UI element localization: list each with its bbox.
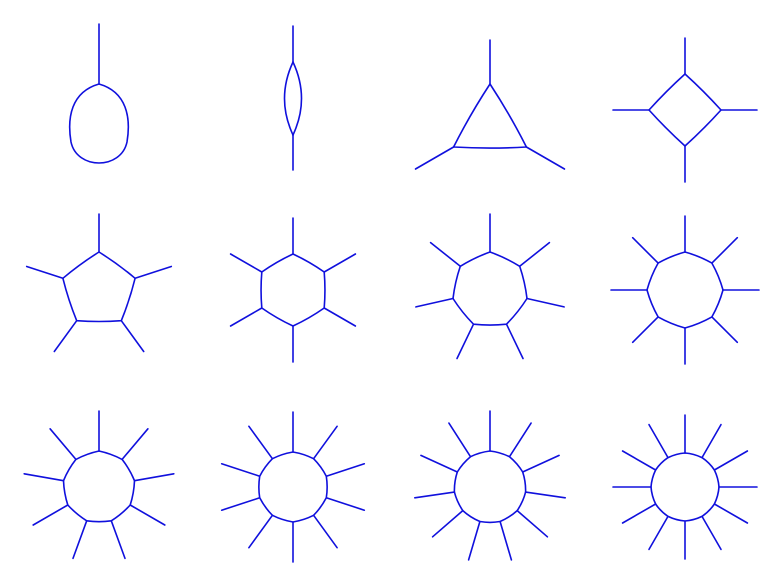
loop-propagator — [452, 251, 528, 326]
external-leg — [521, 454, 560, 473]
external-leg — [525, 146, 566, 170]
diagram-1-leg — [68, 23, 130, 164]
loop-propagator — [62, 251, 136, 323]
external-leg — [72, 519, 88, 560]
loop-propagator — [283, 61, 294, 136]
external-leg — [701, 515, 722, 551]
external-leg — [415, 297, 454, 308]
diagram-5-leg — [25, 213, 173, 353]
diagram-6-leg — [229, 217, 357, 363]
external-leg — [431, 509, 464, 538]
external-leg — [134, 265, 173, 280]
external-leg — [32, 504, 69, 526]
external-leg — [429, 241, 462, 268]
external-leg — [420, 454, 459, 473]
external-leg — [526, 297, 565, 308]
external-leg — [648, 423, 669, 459]
loop-propagator — [292, 61, 303, 136]
external-leg — [467, 520, 481, 561]
external-leg — [325, 496, 366, 512]
external-leg — [448, 422, 472, 458]
external-leg — [456, 323, 475, 360]
loop-propagator — [260, 253, 326, 327]
external-leg — [110, 519, 126, 560]
external-leg — [133, 472, 175, 482]
diagram-7-leg — [415, 213, 565, 360]
diagram-2-leg — [283, 25, 303, 171]
loop-propagator — [452, 83, 528, 149]
external-leg — [631, 316, 659, 344]
external-leg — [248, 425, 274, 460]
external-leg — [220, 496, 261, 512]
diagram-8-leg — [610, 215, 760, 365]
external-leg — [711, 316, 739, 344]
external-leg — [323, 253, 357, 273]
external-leg — [505, 323, 524, 360]
diagram-12-leg — [612, 414, 758, 560]
loop-propagator — [258, 451, 328, 523]
loop-propagator — [62, 450, 136, 523]
external-leg — [713, 450, 749, 471]
loop-propagator — [648, 73, 722, 147]
diagram-11-leg — [413, 410, 567, 561]
external-leg — [621, 450, 657, 471]
loop-propagator — [650, 452, 720, 522]
external-leg — [229, 307, 263, 327]
external-leg — [524, 491, 567, 499]
external-leg — [711, 236, 739, 264]
external-leg — [414, 146, 455, 170]
external-leg — [121, 427, 149, 461]
external-leg — [631, 236, 659, 264]
diagram-4-leg — [612, 37, 758, 183]
external-leg — [323, 307, 357, 327]
external-leg — [312, 514, 338, 549]
external-leg — [49, 427, 77, 461]
external-leg — [499, 520, 513, 561]
external-leg — [312, 425, 338, 460]
loop-propagator — [453, 450, 527, 524]
external-leg — [648, 515, 669, 551]
diagram-10-leg — [220, 411, 366, 563]
external-leg — [53, 319, 78, 353]
external-leg — [621, 503, 657, 524]
external-leg — [120, 319, 145, 353]
external-leg — [518, 241, 551, 268]
external-leg — [516, 509, 549, 538]
external-leg — [129, 504, 166, 526]
external-leg — [229, 253, 263, 273]
loop-propagator — [68, 83, 130, 164]
diagram-3-leg — [414, 39, 566, 170]
external-leg — [220, 462, 261, 478]
external-leg — [248, 514, 274, 549]
external-leg — [25, 265, 64, 280]
diagram-9-leg — [23, 410, 175, 560]
external-leg — [508, 422, 532, 458]
external-leg — [413, 491, 456, 499]
external-leg — [701, 423, 722, 459]
external-leg — [325, 462, 366, 478]
external-leg — [23, 472, 65, 482]
external-leg — [713, 503, 749, 524]
diagram-grid — [23, 23, 760, 563]
